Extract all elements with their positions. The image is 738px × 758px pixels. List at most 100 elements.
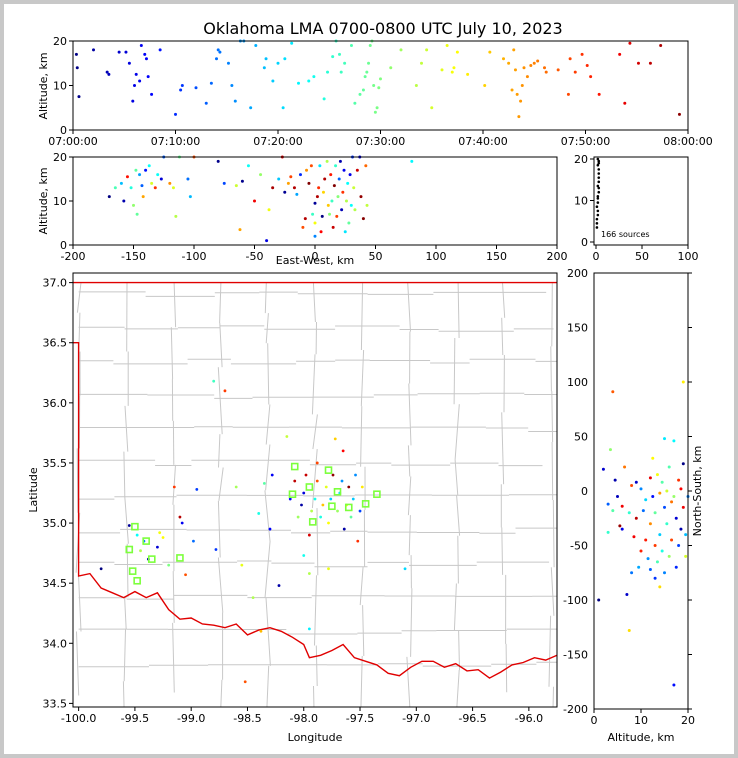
plan-view-xtick-label: -96.0: [515, 712, 543, 725]
source-point: [325, 159, 329, 163]
histogram-point: [597, 168, 601, 171]
source-point: [653, 576, 657, 580]
north-south-ytick-label: 50: [574, 431, 588, 444]
source-point: [119, 181, 123, 185]
source-point: [452, 66, 456, 70]
source-count-annotation: 166 sources: [601, 230, 650, 239]
source-point: [267, 208, 271, 212]
north-south-xtick-label: 10: [634, 714, 648, 727]
source-point: [113, 186, 117, 190]
source-point: [138, 79, 142, 83]
source-point: [410, 159, 414, 163]
source-point: [178, 515, 182, 519]
source-point: [589, 75, 593, 79]
east-west-xlabel: East-West, km: [276, 254, 354, 267]
source-point: [313, 497, 317, 501]
source-point: [135, 212, 139, 216]
source-point: [230, 84, 234, 87]
source-point: [153, 186, 157, 190]
county-boundaries: [75, 282, 557, 707]
source-point: [117, 50, 121, 54]
source-point: [425, 48, 429, 52]
source-point: [159, 177, 163, 181]
source-point: [517, 115, 521, 119]
histogram-point: [595, 226, 599, 229]
source-point: [150, 92, 154, 96]
east-west-points: [107, 155, 414, 243]
time-height-xtick-label: 07:30:00: [356, 135, 405, 148]
source-point: [253, 199, 256, 203]
source-point: [290, 41, 294, 45]
plan-view-xtick-label: -96.5: [458, 712, 486, 725]
source-point: [672, 494, 676, 498]
source-point: [283, 190, 287, 194]
source-point: [677, 112, 681, 116]
source-point: [359, 195, 363, 199]
source-point: [330, 199, 334, 203]
source-point: [146, 75, 150, 79]
source-point: [295, 192, 299, 196]
source-point: [77, 95, 81, 99]
time-height-xtick-label: 07:20:00: [253, 135, 302, 148]
source-point: [618, 524, 622, 528]
source-point: [251, 596, 255, 599]
source-point: [285, 435, 289, 438]
source-point: [566, 92, 570, 96]
histogram-point: [597, 161, 601, 165]
station-marker: [290, 462, 299, 471]
source-point: [240, 179, 244, 183]
source-point: [632, 535, 636, 539]
source-point: [674, 516, 678, 520]
source-point: [556, 68, 560, 72]
station-marker: [361, 500, 370, 508]
source-point: [568, 57, 572, 61]
plan-view-ytick-label: 34.0: [43, 637, 68, 650]
source-point: [361, 88, 365, 92]
plan-view-panel: -100.0 -99.5 -99.0 -98.5 -98.0 -97.5 -97.0 -96.…: [27, 272, 558, 744]
plan-view-xlabel: Longitude: [288, 731, 343, 744]
plan-view-ytick-label: 34.5: [43, 577, 68, 590]
source-point: [174, 112, 177, 116]
station-marker: [373, 490, 381, 499]
plan-view-ylabel: Latitude: [27, 467, 40, 513]
source-point: [188, 195, 192, 199]
source-point: [360, 485, 364, 489]
source-point: [215, 57, 218, 61]
station-marker: [176, 554, 184, 562]
station-marker: [131, 522, 139, 531]
source-point: [532, 61, 536, 65]
source-point: [315, 195, 319, 199]
source-point: [331, 225, 335, 229]
source-point: [344, 199, 348, 203]
source-point: [648, 522, 652, 526]
source-point: [332, 184, 336, 188]
plan-view-xtick-label: -98.0: [290, 712, 318, 725]
source-point: [651, 494, 655, 498]
source-point: [340, 479, 344, 483]
source-point: [156, 545, 159, 549]
source-point: [318, 164, 322, 168]
source-point: [644, 498, 648, 502]
histogram-point: [596, 157, 600, 161]
source-point: [455, 50, 459, 54]
histogram-point: [596, 163, 600, 167]
source-point: [536, 59, 540, 63]
source-point: [337, 177, 341, 181]
source-point: [214, 548, 218, 551]
east-west-ytick-label: 20: [53, 151, 67, 164]
source-point: [184, 573, 187, 577]
figure-title: Oklahoma LMA 0700-0800 UTC July 10, 2023: [203, 19, 562, 38]
source-point: [630, 571, 634, 575]
time-height-xtick-label: 07:00:00: [48, 135, 97, 148]
source-point: [307, 627, 311, 631]
source-point: [414, 84, 418, 87]
source-point: [336, 195, 340, 199]
plan-view-points: [99, 379, 407, 684]
source-point: [580, 52, 584, 56]
east-west-xtick-label: -50: [246, 250, 264, 263]
source-point: [320, 214, 324, 218]
north-south-points: [597, 380, 690, 687]
north-south-xtick-label: 20: [681, 714, 695, 727]
source-point: [321, 503, 325, 507]
source-point: [246, 164, 250, 168]
